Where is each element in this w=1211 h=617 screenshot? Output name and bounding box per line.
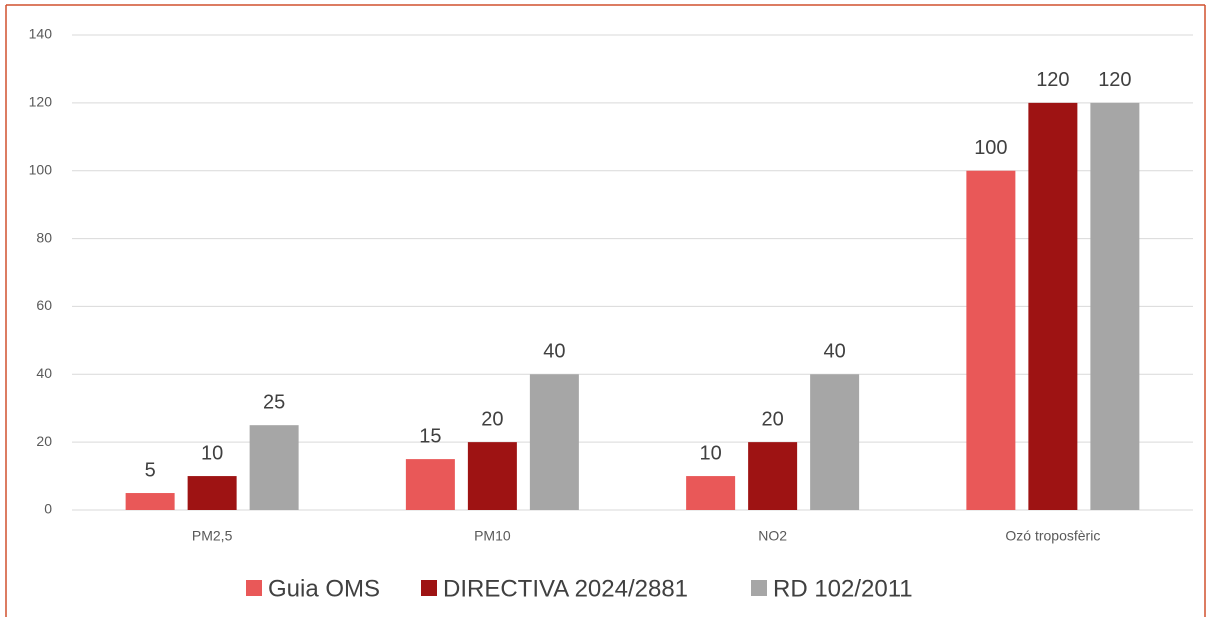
value-label: 5 (145, 459, 156, 481)
y-tick-label: 140 (29, 26, 53, 42)
y-tick-label: 120 (29, 94, 53, 110)
bar (1028, 102, 1078, 510)
bar (966, 170, 1016, 510)
value-label: 10 (201, 442, 223, 464)
bar (686, 476, 736, 510)
y-tick-label: 100 (29, 161, 53, 177)
bar (1090, 102, 1140, 510)
value-label: 40 (824, 341, 846, 363)
legend-swatch (421, 580, 437, 596)
bar (405, 459, 455, 510)
bar (125, 493, 175, 510)
value-label: 100 (974, 137, 1007, 159)
value-label: 20 (762, 408, 784, 430)
value-label: 15 (419, 425, 441, 447)
y-tick-label: 80 (36, 229, 52, 245)
bar (467, 442, 517, 510)
y-tick-label: 20 (36, 433, 52, 449)
legend-label: RD 102/2011 (773, 575, 913, 602)
x-tick-label: PM10 (474, 528, 511, 544)
bar (249, 425, 299, 510)
x-tick-label: Ozó troposfèric (1005, 528, 1100, 544)
bar (810, 374, 860, 510)
legend-swatch (751, 580, 767, 596)
bar (748, 442, 798, 510)
value-label: 25 (263, 391, 285, 413)
x-tick-label: PM2,5 (192, 528, 233, 544)
legend-label: Guia OMS (268, 575, 380, 602)
value-label: 120 (1036, 69, 1069, 91)
bar (529, 374, 579, 510)
y-tick-label: 60 (36, 297, 52, 313)
y-tick-label: 0 (44, 501, 52, 517)
y-tick-label: 40 (36, 365, 52, 381)
value-label: 10 (700, 442, 722, 464)
value-label: 40 (543, 341, 565, 363)
value-label: 120 (1098, 69, 1131, 91)
x-tick-label: NO2 (758, 528, 787, 544)
legend-swatch (246, 580, 262, 596)
bar (187, 476, 237, 510)
legend-label: DIRECTIVA 2024/2881 (443, 575, 688, 602)
value-label: 20 (481, 408, 503, 430)
